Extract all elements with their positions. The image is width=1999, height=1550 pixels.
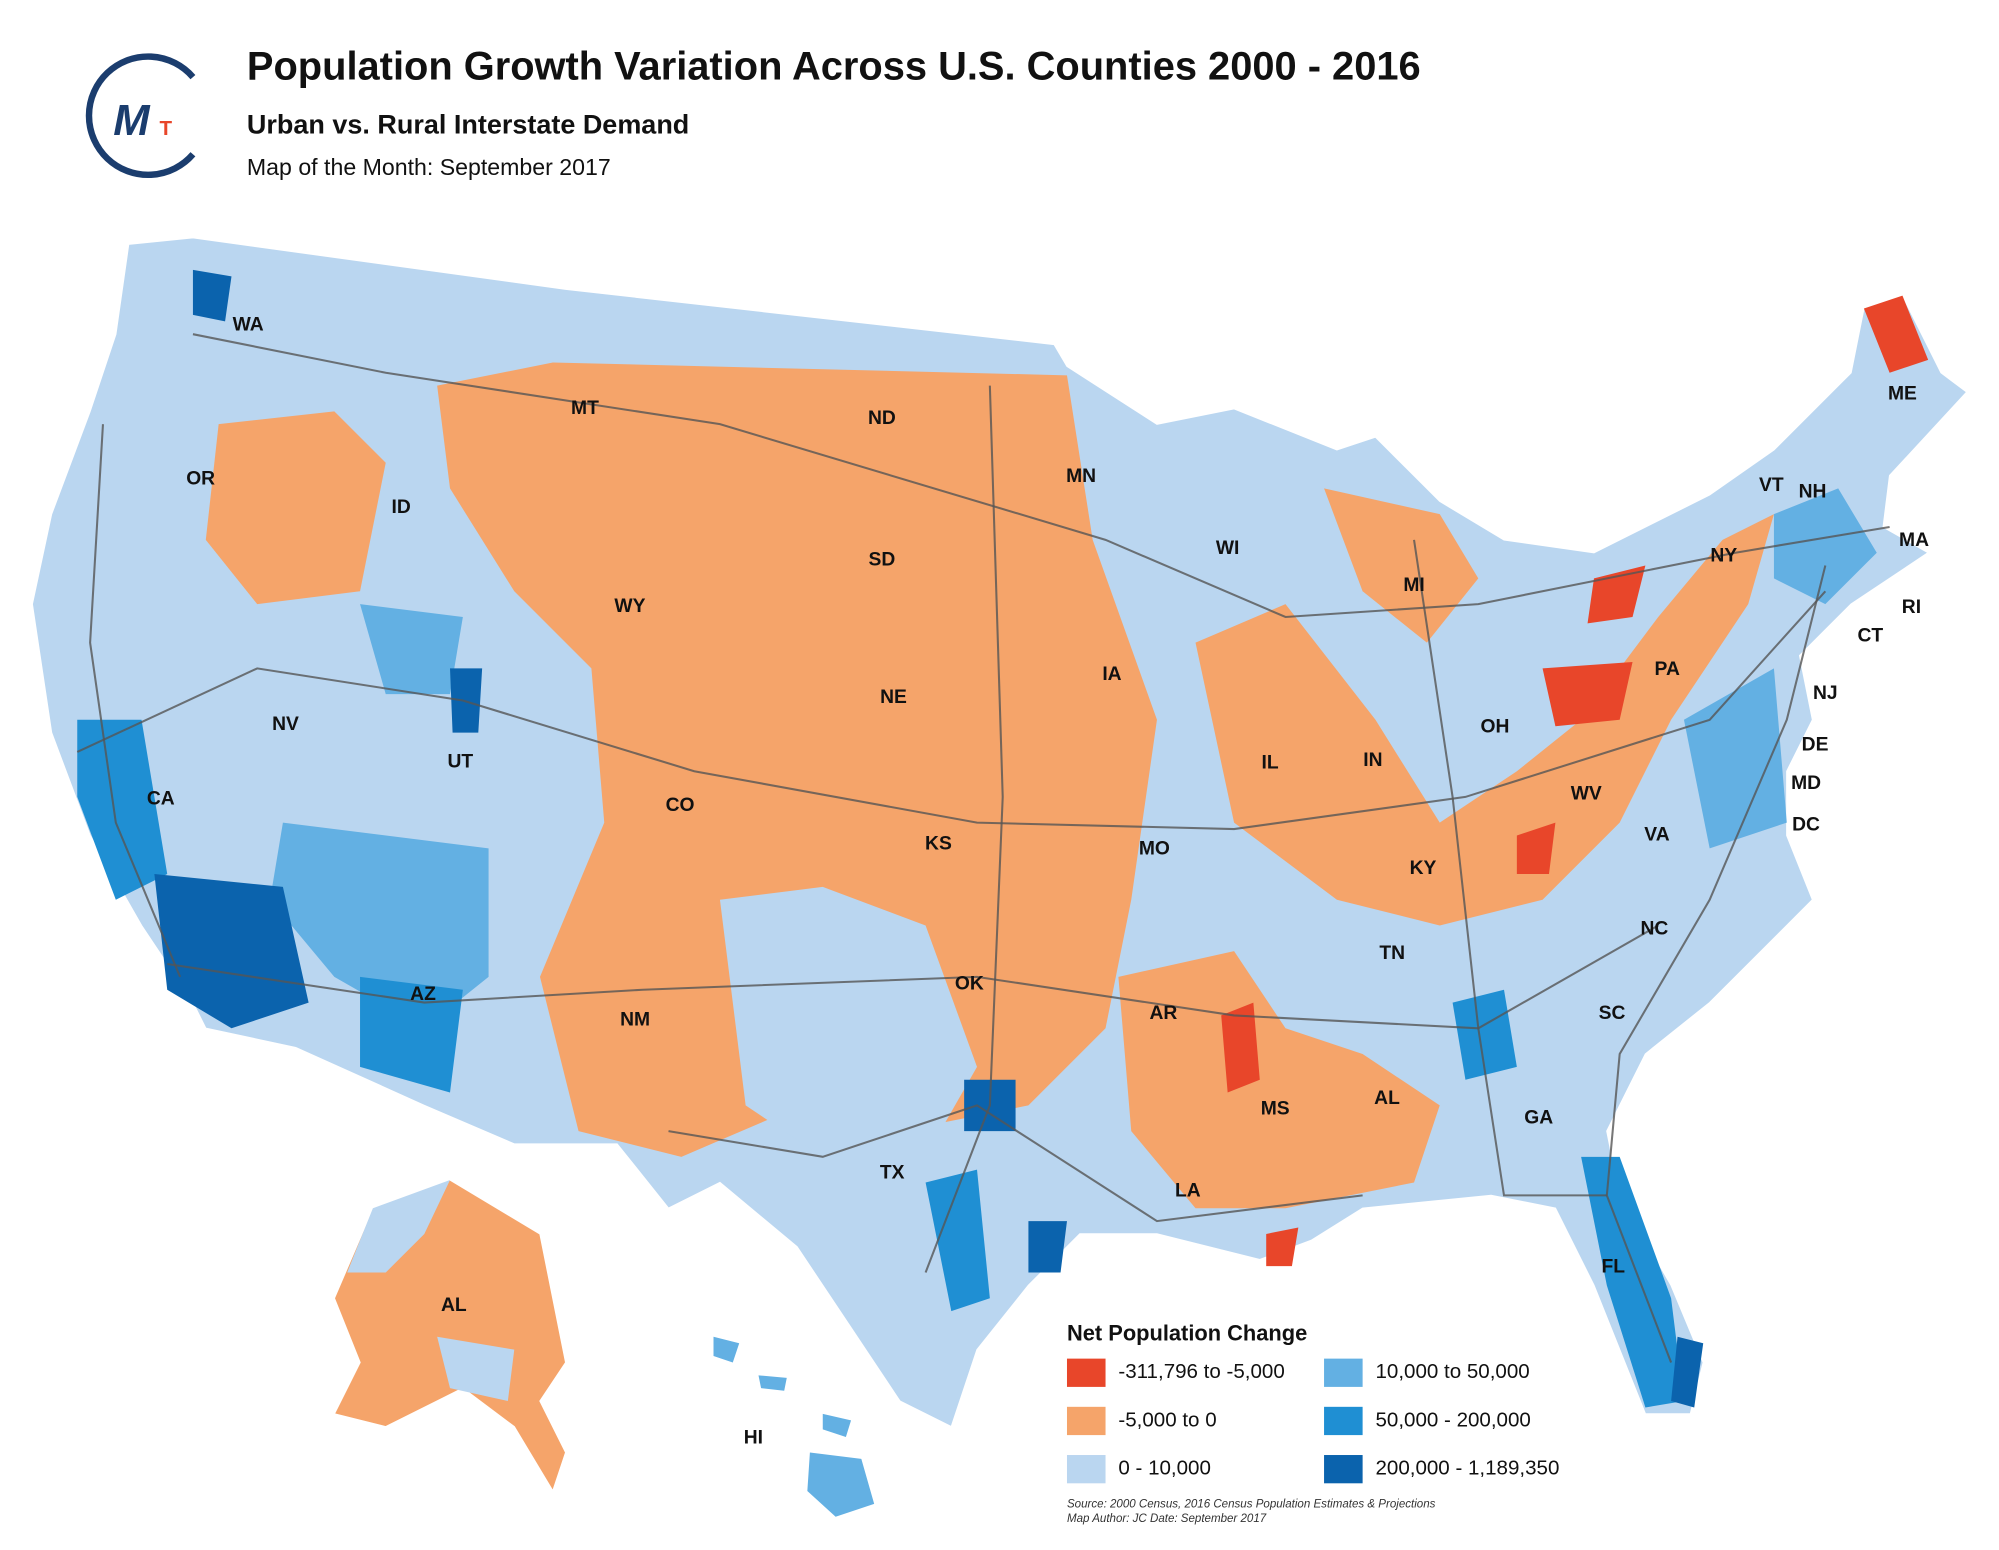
legend-label: 0 - 10,000 [1118,1457,1211,1480]
legend-swatch [1324,1455,1363,1484]
state-label: MS [1261,1098,1290,1119]
state-label: DE [1802,735,1829,756]
legend-label: 10,000 to 50,000 [1375,1360,1529,1383]
region-decline [1324,488,1479,643]
interstates [76,333,1890,1363]
state-label: ND [868,408,896,429]
state-label: KY [1410,858,1437,879]
road [89,424,182,978]
state-label: TN [1379,943,1405,964]
state-label: WY [614,596,645,617]
state-label: GA [1524,1107,1553,1128]
road [192,333,1890,619]
hawaii [713,1336,875,1517]
state-label: MD [1791,773,1821,794]
state-label: CA [147,789,175,810]
logo: M T [85,53,196,179]
state-label: PA [1655,659,1680,680]
region-decline [437,362,1157,1157]
subtitle: Urban vs. Rural Interstate Demand [247,110,689,140]
state-label: NH [1799,481,1827,502]
state-label: ME [1888,384,1917,405]
legend-label: 50,000 - 200,000 [1375,1408,1530,1431]
state-label: HI [744,1427,763,1448]
state-label: RI [1902,597,1921,618]
legend-swatch [1324,1358,1363,1387]
region-high-growth [77,719,1684,1408]
author: Map Author: JC Date: September 2017 [1067,1513,1267,1525]
state-label: NV [272,714,299,735]
region-growth [270,488,1877,1029]
state-label: TX [880,1163,905,1184]
title: Population Growth Variation Across U.S. … [247,45,1421,89]
road [924,385,1004,1273]
state-label: OH [1481,717,1510,738]
state-label: MO [1139,839,1170,860]
road [1605,565,1827,1363]
state-label: OK [955,974,984,995]
logo-letter: T [160,117,173,140]
state-label: MT [571,398,599,419]
state-label: FL [1601,1256,1625,1277]
legend-label: -311,796 to -5,000 [1118,1360,1284,1383]
map-contiguous [31,237,1968,1428]
state-label: NC [1640,918,1668,939]
state-label: MA [1899,530,1929,551]
state-label: ID [392,497,411,518]
legend-title: Net Population Change [1067,1321,1307,1346]
legend-label: 200,000 - 1,189,350 [1375,1457,1559,1480]
state-label: CO [666,795,695,816]
state-label: AL [441,1295,467,1316]
state-label: SD [869,550,896,571]
legend-swatch [1066,1358,1106,1387]
state-label: MI [1403,575,1424,596]
legend: Net Population Change -311,796 to -5,000… [1066,1321,1559,1484]
state-label: IL [1262,753,1279,774]
state-label: WI [1216,538,1240,559]
region-decline [1195,514,1774,926]
state-label: IN [1363,750,1382,771]
state-label: NE [880,687,907,708]
legend-swatch [1066,1406,1106,1436]
region-low [719,886,978,1157]
source: Source: 2000 Census, 2016 Census Populat… [1067,1499,1436,1511]
state-label: NM [620,1010,650,1031]
state-label: DC [1792,814,1820,835]
state-label: VA [1644,825,1669,846]
alaska-growth [347,1179,515,1402]
state-label: SC [1599,1003,1626,1024]
state-label: KS [925,834,952,855]
legend-swatch [1324,1406,1363,1436]
state-label: AL [1374,1088,1400,1109]
state-label: VT [1759,475,1784,496]
region-severe [1863,295,1929,373]
region-decline [205,411,386,605]
state-label: CT [1857,625,1883,646]
state-label: OR [186,469,215,490]
road [76,590,1827,831]
legend-label: -5,000 to 0 [1118,1408,1216,1431]
road [1413,539,1607,1197]
state-label: UT [447,751,473,772]
map-insets [333,1179,875,1517]
state-labels: WA MT ND ME OR ID MN VT NH MA SD WI NY R… [147,314,1929,1448]
region-decline [1118,951,1440,1209]
logo-letter: M [113,96,151,145]
state-label: IA [1102,664,1121,685]
legend-swatch [1066,1455,1106,1484]
state-label: AR [1149,1003,1177,1024]
state-label: NY [1710,546,1737,567]
state-label: AZ [410,984,436,1005]
state-label: MN [1066,466,1096,487]
logo-ring [85,53,196,179]
map-of-month: Map of the Month: September 2017 [247,154,611,180]
state-label: WA [233,314,264,335]
state-label: LA [1175,1181,1201,1202]
state-label: WV [1571,783,1602,804]
state-label: NJ [1813,683,1838,704]
road [668,1104,1363,1223]
